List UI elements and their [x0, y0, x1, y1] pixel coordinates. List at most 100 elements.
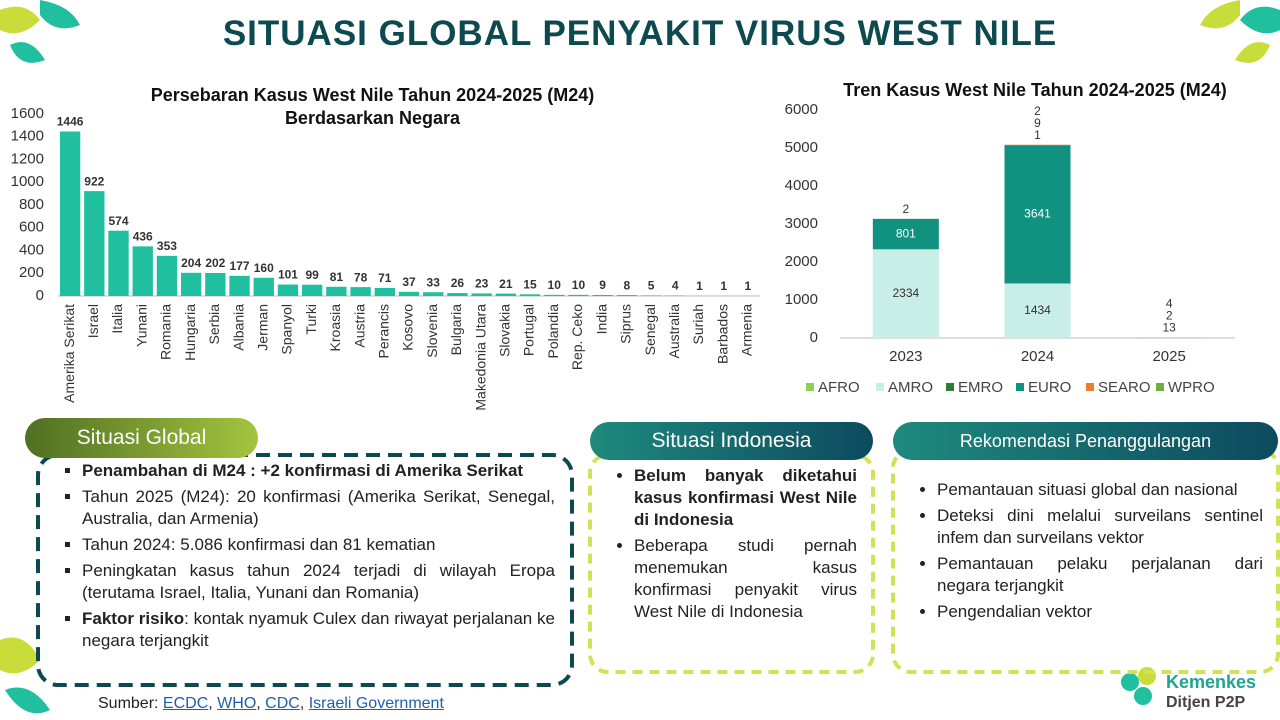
- x-tick-label: Austria: [351, 304, 367, 348]
- x-tick-label: Spanyol: [279, 304, 295, 355]
- value-label: 9: [599, 278, 606, 292]
- x-tick-label: Serbia: [206, 304, 222, 345]
- y-tick-label: 1000: [785, 291, 818, 308]
- value-label: 15: [523, 277, 537, 291]
- bar: [180, 272, 202, 296]
- legend-swatch: [876, 383, 884, 391]
- x-tick-label: Albania: [230, 304, 246, 351]
- logo-unit: Ditjen P2P: [1166, 694, 1246, 711]
- bullet-text: Tahun 2025 (M24): 20 konfirmasi (Amerika…: [82, 487, 555, 528]
- y-tick-label: 600: [19, 219, 44, 236]
- bullet-item: Penambahan di M24 : +2 konfirmasi di Ame…: [82, 460, 555, 482]
- legend-label: WPRO: [1168, 379, 1215, 396]
- value-label: 1: [696, 279, 703, 293]
- bullet-item: Pemantauan situasi global dan nasional: [937, 479, 1263, 501]
- bar: [326, 286, 347, 296]
- page-title: SITUASI GLOBAL PENYAKIT VIRUS WEST NILE: [222, 14, 1058, 53]
- legend-swatch: [806, 383, 814, 391]
- y-tick-label: 4000: [785, 177, 818, 194]
- x-tick-label: India: [593, 304, 609, 335]
- x-tick-label: Suriah: [690, 304, 706, 344]
- bar: [592, 294, 613, 296]
- value-label: 1: [1034, 128, 1041, 142]
- panel-body: Belum banyak diketahui kasus konfirmasi …: [612, 465, 857, 627]
- bullet-bold: Faktor risiko: [82, 609, 185, 628]
- bar: [229, 275, 250, 296]
- value-label: 922: [84, 174, 104, 188]
- source-link[interactable]: CDC: [265, 695, 300, 712]
- value-label: 353: [157, 239, 177, 253]
- bar-segment: [872, 249, 939, 338]
- corner-logo: [0, 637, 50, 714]
- bar: [84, 191, 105, 296]
- x-tick-label: Siprus: [618, 304, 634, 344]
- bullet-item: Pengendalian vektor: [937, 601, 1263, 623]
- y-tick-label: 5000: [785, 139, 818, 156]
- bar-segment: [1004, 283, 1071, 338]
- value-label: 5: [648, 279, 655, 293]
- x-tick-label: 2024: [1021, 348, 1054, 365]
- bar: [205, 273, 226, 296]
- bar: [253, 277, 274, 296]
- y-tick-label: 800: [19, 196, 44, 213]
- value-label: 436: [133, 230, 153, 244]
- y-tick-label: 3000: [785, 215, 818, 232]
- value-label: 71: [378, 271, 392, 285]
- x-tick-label: Polandia: [545, 304, 561, 359]
- value-label: 2334: [892, 286, 919, 300]
- value-label: 160: [254, 261, 274, 275]
- value-label: 2: [1034, 104, 1041, 118]
- bullet-text: Beberapa studi pernah menemukan kasus ko…: [634, 536, 857, 621]
- x-tick-label: Hungaria: [182, 304, 198, 361]
- x-tick-label: Bulgaria: [448, 304, 464, 356]
- bar-segment: [1004, 145, 1071, 284]
- value-label: 101: [278, 268, 298, 282]
- bar: [156, 255, 178, 296]
- value-label: 177: [230, 259, 250, 273]
- bar: [544, 294, 565, 296]
- panel-border: [36, 453, 574, 687]
- legend-label: AMRO: [888, 379, 933, 396]
- panel-heading: Situasi Global: [25, 418, 258, 458]
- y-tick-label: 1400: [11, 128, 44, 145]
- bullet-text: Pemantauan pelaku perjalanan dari negara…: [937, 554, 1263, 595]
- bullet-bold: Belum banyak diketahui kasus konfirmasi …: [634, 466, 857, 529]
- panel-body: Pemantauan situasi global dan nasional De…: [915, 479, 1263, 627]
- bullet-text: Deteksi dini melalui surveilans sentinel…: [937, 506, 1263, 547]
- value-label: 9: [1034, 116, 1041, 130]
- source-link[interactable]: ECDC: [162, 695, 209, 712]
- legend-swatch: [946, 383, 954, 391]
- bar: [132, 246, 153, 296]
- bullet-text: : kontak nyamuk Culex dan riwayat perjal…: [82, 609, 555, 650]
- legend-label: EMRO: [958, 379, 1003, 396]
- value-label: 1: [720, 279, 727, 293]
- x-tick-label: 2025: [1152, 348, 1185, 365]
- bar: [350, 287, 371, 296]
- bar: [302, 284, 323, 296]
- x-tick-label: Slovenia: [424, 304, 440, 358]
- bar: [374, 287, 395, 296]
- y-tick-label: 200: [19, 264, 44, 281]
- bullet-item: Tahun 2024: 5.086 konfirmasi dan 81 kema…: [82, 534, 555, 556]
- x-tick-label: Barbados: [714, 304, 730, 364]
- x-tick-label: Yunani: [133, 304, 149, 347]
- value-label: 2: [902, 202, 909, 216]
- x-tick-label: Armenia: [739, 304, 755, 356]
- bullet-item: Peningkatan kasus tahun 2024 terjadi di …: [82, 560, 555, 604]
- bullet-text: Pemantauan situasi global dan nasional: [937, 480, 1238, 499]
- value-label: 10: [548, 278, 562, 292]
- value-label: 2: [1166, 308, 1173, 322]
- source-link[interactable]: WHO: [217, 695, 257, 712]
- corner-logo: [1200, 0, 1280, 63]
- legend-swatch: [1016, 383, 1024, 391]
- value-label: 1446: [57, 115, 84, 129]
- bar: [471, 293, 492, 296]
- panel-heading: Situasi Indonesia: [590, 422, 873, 460]
- value-label: 4: [672, 279, 679, 293]
- x-tick-label: Australia: [666, 304, 682, 359]
- y-tick-label: 0: [810, 329, 818, 346]
- bullet-text: Pengendalian vektor: [937, 602, 1093, 621]
- source-link[interactable]: Israeli Government: [308, 695, 444, 712]
- x-tick-label: Amerika Serikat: [61, 304, 77, 403]
